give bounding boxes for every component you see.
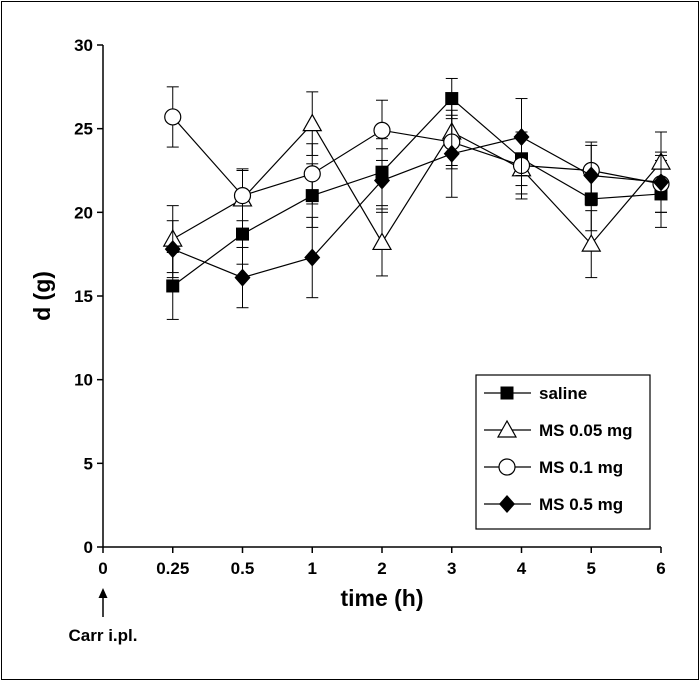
data-point: [581, 233, 602, 252]
data-point: [304, 248, 321, 267]
legend-marker: [500, 386, 514, 400]
data-point: [374, 171, 390, 190]
annotation-text: Carr i.pl.: [69, 626, 138, 645]
x-tick-label: 1: [308, 559, 317, 578]
data-point: [302, 113, 323, 132]
carr-annotation: Carr i.pl.: [69, 588, 138, 645]
data-point: [164, 240, 181, 259]
legend: saline MS 0.05 mg MS 0.1 mg MS 0.5 mg: [475, 374, 651, 530]
x-tick-label: 5: [587, 559, 596, 578]
data-point: [513, 128, 530, 147]
legend-item: MS 0.05 mg: [484, 419, 633, 440]
y-tick-label: 25: [74, 120, 93, 139]
legend-item: saline: [484, 384, 587, 403]
series-line: [172, 97, 662, 287]
x-tick-label: 0: [98, 559, 107, 578]
x-tick-label: 4: [517, 559, 527, 578]
x-ticks: 0 0.25 0.5 1 2 3 4 5 6: [98, 547, 666, 578]
data-point: [303, 165, 321, 183]
legend-marker: [498, 458, 516, 476]
data-point: [164, 108, 182, 126]
y-tick-label: 20: [74, 203, 93, 222]
legend-marker: [499, 495, 515, 513]
y-axis-title: d (g): [29, 271, 55, 321]
y-ticks: 0 5 10 15 20 25 30: [74, 36, 103, 557]
series-line: [172, 116, 662, 197]
data-point: [236, 227, 249, 241]
series-ms-0-5-mg: [164, 98, 669, 309]
series-ms-0-05-mg: [162, 91, 672, 279]
data-point: [653, 173, 669, 192]
data-point: [371, 232, 393, 251]
legend-label: MS 0.1 mg: [539, 458, 623, 477]
legend-item: MS 0.5 mg: [484, 495, 623, 514]
x-tick-label: 6: [656, 559, 665, 578]
x-axis-title: time (h): [340, 585, 423, 611]
y-tick-label: 5: [84, 454, 93, 473]
legend-label: saline: [539, 384, 587, 403]
x-tick-label: 3: [447, 559, 456, 578]
legend-marker: [496, 419, 518, 438]
y-tick-label: 15: [74, 287, 93, 306]
series-line: [172, 122, 662, 246]
x-tick-label: 0.5: [231, 559, 255, 578]
x-tick-label: 2: [377, 559, 386, 578]
legend-item: MS 0.1 mg: [484, 458, 623, 477]
legend-label: MS 0.05 mg: [539, 421, 633, 440]
y-tick-label: 0: [84, 538, 93, 557]
y-tick-label: 10: [74, 371, 93, 390]
data-point: [583, 166, 600, 185]
annotation-arrow-head: [98, 588, 108, 598]
x-tick-label: 0.25: [156, 559, 189, 578]
series-layer: [162, 77, 672, 320]
data-point: [233, 187, 252, 205]
legend-label: MS 0.5 mg: [539, 495, 623, 514]
y-tick-label: 30: [74, 36, 93, 55]
series-line: [172, 136, 662, 279]
data-point: [373, 121, 391, 139]
data-point: [166, 279, 180, 293]
data-point: [234, 268, 251, 287]
data-point: [443, 144, 460, 163]
